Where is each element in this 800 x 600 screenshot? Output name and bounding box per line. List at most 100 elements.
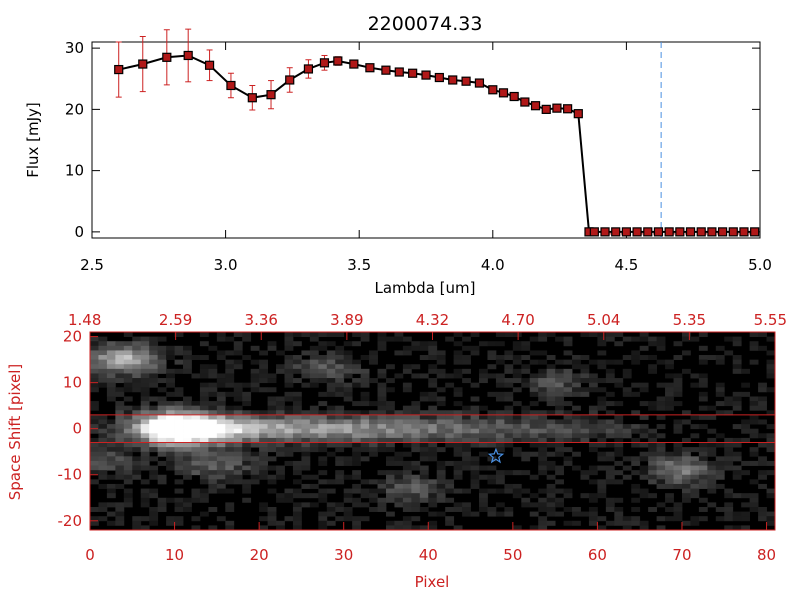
image-pixel <box>132 350 142 356</box>
image-pixel <box>724 525 734 531</box>
image-pixel <box>140 401 150 407</box>
image-pixel <box>428 355 438 361</box>
image-pixel <box>149 424 159 430</box>
image-pixel <box>639 493 649 499</box>
image-pixel <box>529 350 539 356</box>
image-pixel <box>360 410 370 416</box>
data-point <box>448 75 458 85</box>
image-pixel <box>707 470 717 476</box>
image-pixel <box>614 479 624 485</box>
image-pixel <box>352 364 362 370</box>
image-pixel <box>521 364 531 370</box>
image-pixel <box>563 359 573 365</box>
image-pixel <box>250 474 260 480</box>
image-pixel <box>276 396 285 402</box>
image-pixel <box>233 387 243 393</box>
image-pixel <box>360 368 370 374</box>
image-pixel <box>766 410 776 416</box>
image-pixel <box>335 378 345 384</box>
image-pixel <box>377 506 387 512</box>
image-pixel <box>199 355 209 361</box>
image-pixel <box>394 332 404 337</box>
image-pixel <box>174 410 184 416</box>
image-pixel <box>292 493 302 499</box>
image-pixel <box>377 391 387 397</box>
image-pixel <box>724 493 734 499</box>
image-pixel <box>673 502 683 508</box>
image-pixel <box>225 488 235 494</box>
image-pixel <box>377 428 387 434</box>
data-point <box>750 227 760 237</box>
image-pixel <box>402 483 412 489</box>
image-pixel <box>749 401 759 407</box>
image-pixel <box>555 437 564 443</box>
image-pixel <box>360 493 370 499</box>
image-pixel <box>284 460 294 466</box>
image-pixel <box>199 387 209 393</box>
image-pixel <box>538 437 548 443</box>
image-pixel <box>453 391 463 397</box>
image-pixel <box>123 387 133 393</box>
image-pixel <box>284 336 294 342</box>
image-pixel <box>106 373 116 379</box>
image-pixel <box>301 451 311 457</box>
image-pixel <box>352 451 362 457</box>
image-pixel <box>698 456 708 462</box>
image-pixel <box>538 382 548 388</box>
image-pixel <box>225 414 235 420</box>
image-pixel <box>588 497 598 503</box>
image-pixel <box>402 428 412 434</box>
image-pixel <box>572 465 581 471</box>
image-pixel <box>335 345 345 351</box>
image-pixel <box>233 350 243 356</box>
image-pixel <box>665 451 674 457</box>
image-pixel <box>343 364 353 370</box>
image-pixel <box>665 456 674 462</box>
image-pixel <box>504 332 514 337</box>
image-pixel <box>402 525 412 531</box>
image-pixel <box>318 433 328 439</box>
image-pixel <box>183 428 192 434</box>
image-pixel <box>495 419 505 425</box>
image-pixel <box>166 428 175 434</box>
image-pixel <box>284 332 294 337</box>
image-pixel <box>428 493 438 499</box>
image-pixel <box>140 428 150 434</box>
image-pixel <box>267 387 277 393</box>
image-pixel <box>149 336 159 342</box>
image-pixel <box>259 465 268 471</box>
image-pixel <box>631 520 641 526</box>
image-pixel <box>445 373 455 379</box>
image-pixel <box>191 428 201 434</box>
image-pixel <box>470 410 480 416</box>
image-pixel <box>115 451 125 457</box>
image-pixel <box>115 368 125 374</box>
image-pixel <box>538 396 548 402</box>
image-pixel <box>225 378 235 384</box>
image-pixel <box>605 506 615 512</box>
image-pixel <box>411 479 421 485</box>
image-y-tick-label: 0 <box>72 420 82 438</box>
image-pixel <box>199 479 209 485</box>
image-pixel <box>648 470 658 476</box>
image-pixel <box>90 368 99 374</box>
image-pixel <box>428 520 438 526</box>
image-pixel <box>140 364 150 370</box>
image-pixel <box>411 373 421 379</box>
image-pixel <box>166 378 175 384</box>
image-pixel <box>732 364 742 370</box>
image-pixel <box>166 465 175 471</box>
image-pixel <box>436 368 446 374</box>
image-pixel <box>259 506 268 512</box>
image-pixel <box>504 391 514 397</box>
image-pixel <box>402 516 412 522</box>
image-pixel <box>580 493 590 499</box>
image-pixel <box>318 460 328 466</box>
image-pixel <box>419 488 429 494</box>
image-pixel <box>749 396 759 402</box>
image-pixel <box>149 516 159 522</box>
image-pixel <box>487 474 497 480</box>
image-pixel <box>572 359 581 365</box>
image-pixel <box>166 382 175 388</box>
